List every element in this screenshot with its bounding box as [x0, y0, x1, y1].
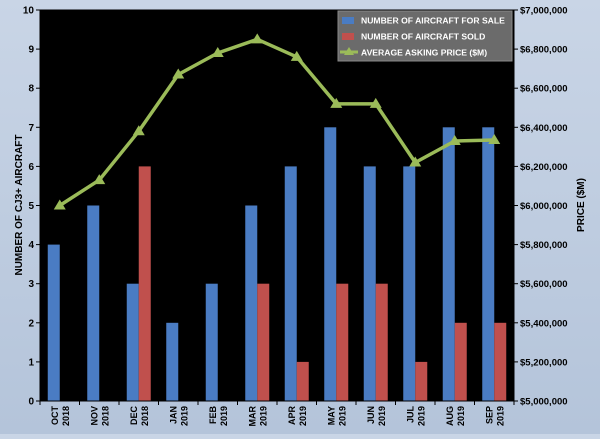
- legend-label: NUMBER OF AIRCRAFT FOR SALE: [361, 16, 505, 26]
- legend-label: AVERAGE ASKING PRICE ($M): [361, 48, 487, 58]
- y2-tick-label: $6,800,000: [520, 45, 568, 56]
- x-tick-label-year: 2019: [456, 406, 466, 426]
- bar-for-sale: [245, 205, 258, 401]
- bar-for-sale: [166, 322, 179, 401]
- y2-tick-label: $5,400,000: [520, 318, 568, 329]
- x-tick-label-month: APR: [287, 406, 297, 426]
- x-tick-label-year: 2019: [337, 406, 347, 426]
- price-point: [172, 68, 185, 79]
- y-tick-label: 2: [28, 318, 34, 329]
- price-point: [132, 125, 145, 136]
- bar-sold: [454, 322, 467, 401]
- y-tick-label: 6: [28, 162, 34, 173]
- price-point: [409, 156, 422, 167]
- bar-for-sale: [126, 283, 139, 401]
- y2-tick-label: $6,200,000: [520, 162, 568, 173]
- y2-tick-label: $5,600,000: [520, 279, 568, 290]
- x-tick-label-month: JUL: [405, 406, 415, 424]
- x-tick-label-year: 2019: [258, 406, 268, 426]
- legend-swatch-marker: [344, 47, 354, 55]
- bar-sold: [494, 322, 507, 401]
- y2-tick-label: $5,800,000: [520, 240, 568, 251]
- y-axis-title: NUMBER OF CJ3+ AIRCRAFT: [14, 134, 25, 275]
- axis-layer: 0 1 2 3 4 5 6 7 8 9 10 $5,000,000 $5,200,000 $5,400,0…: [23, 6, 568, 427]
- bar-for-sale: [205, 283, 218, 401]
- x-tick-label-year: 2019: [219, 406, 229, 426]
- bar-for-sale: [47, 244, 60, 401]
- x-tick-label-month: MAR: [247, 406, 257, 427]
- y-tick-label: 9: [28, 45, 34, 56]
- plot-area: [39, 9, 515, 402]
- y2-axis-title: PRICE ($M): [576, 178, 587, 232]
- bar-sold: [257, 283, 270, 401]
- y2-tick-label: $5,200,000: [520, 357, 568, 368]
- y2-tick-label: $6,600,000: [520, 84, 568, 95]
- price-line: [58, 37, 495, 207]
- bar-sold: [296, 361, 309, 401]
- x-tick-label-month: MAY: [326, 406, 336, 425]
- legend-swatch-bar: [342, 33, 354, 40]
- bar-for-sale: [363, 166, 376, 401]
- price-point: [211, 47, 224, 58]
- price-point: [369, 97, 382, 108]
- price-point: [290, 50, 303, 61]
- x-tick-label-month: JAN: [168, 406, 178, 424]
- legend-box: [337, 10, 513, 62]
- x-tick-label-month: JUN: [366, 406, 376, 424]
- bar-sold: [138, 166, 151, 401]
- bar-for-sale: [403, 166, 416, 401]
- x-tick-label-year: 2019: [377, 406, 387, 426]
- bar-sold: [415, 361, 428, 401]
- bar-for-sale: [442, 127, 455, 402]
- price-point: [53, 199, 66, 210]
- price-point: [488, 134, 501, 145]
- x-tick-label-month: DEC: [129, 406, 139, 426]
- x-tick-label-year: 2018: [140, 406, 150, 426]
- y-tick-label: 10: [23, 6, 35, 17]
- bar-for-sale: [324, 127, 337, 402]
- bars-layer: [47, 127, 507, 402]
- y-tick-label: 8: [28, 84, 34, 95]
- x-tick-label-year: 2018: [61, 406, 71, 426]
- bar-sold: [375, 283, 388, 401]
- legend-label: NUMBER OF AIRCRAFT SOLD: [361, 32, 485, 42]
- price-point: [93, 174, 106, 185]
- y-tick-label: 3: [28, 279, 34, 290]
- x-tick-label-year: 2019: [416, 406, 426, 426]
- bar-for-sale: [284, 166, 297, 401]
- y-tick-label: 0: [28, 397, 34, 408]
- bar-sold: [336, 283, 349, 401]
- legend-swatch-bar: [342, 17, 354, 24]
- y2-tick-label: $6,400,000: [520, 123, 568, 134]
- x-tick-label-year: 2019: [495, 406, 505, 426]
- y-tick-label: 7: [28, 123, 34, 134]
- x-tick-label-year: 2019: [298, 406, 308, 426]
- bar-for-sale: [482, 127, 495, 402]
- x-tick-label-month: SEP: [484, 406, 494, 424]
- x-tick-label-month: NOV: [89, 406, 99, 426]
- line-layer: [53, 33, 501, 210]
- y-tick-label: 4: [28, 240, 34, 251]
- price-point: [448, 134, 461, 145]
- y2-tick-label: $5,000,000: [520, 397, 568, 408]
- x-tick-label-year: 2019: [179, 406, 189, 426]
- y-tick-label: 1: [28, 357, 34, 368]
- price-point: [330, 97, 343, 108]
- x-tick-label-month: FEB: [208, 405, 218, 424]
- price-point: [251, 33, 264, 44]
- x-tick-label-year: 2018: [100, 406, 110, 426]
- y-tick-label: 5: [28, 201, 34, 212]
- bar-for-sale: [87, 205, 100, 401]
- y2-tick-label: $6,000,000: [520, 201, 568, 212]
- x-tick-label-month: AUG: [445, 406, 455, 426]
- x-tick-label-month: OCT: [50, 406, 60, 426]
- legend: NUMBER OF AIRCRAFT FOR SALE NUMBER OF AIR…: [337, 10, 513, 62]
- y2-tick-label: $7,000,000: [520, 6, 568, 17]
